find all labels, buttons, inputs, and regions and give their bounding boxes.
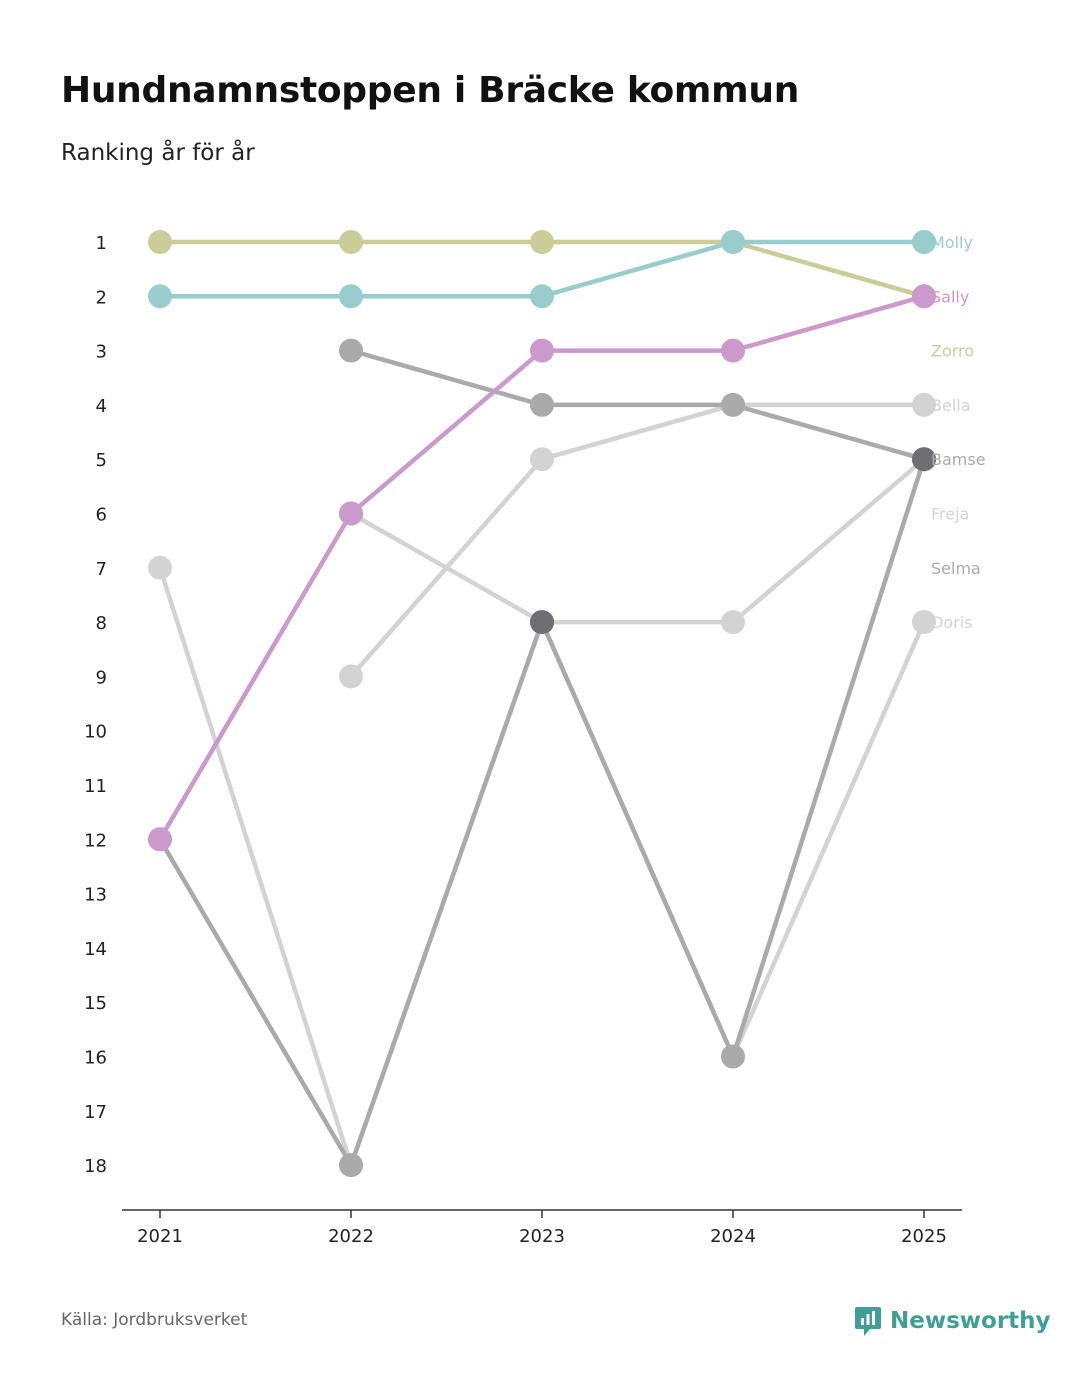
y-tick-label: 3 — [96, 342, 107, 363]
point-highlight — [530, 610, 554, 635]
y-tick-label: 6 — [96, 505, 107, 526]
point-freja — [912, 392, 936, 417]
point-zorro — [339, 230, 363, 254]
x-tick-label: 2024 — [710, 1226, 756, 1247]
point-freja — [530, 447, 554, 472]
point-zorro — [530, 230, 554, 254]
point-selma — [912, 610, 936, 635]
y-tick-label: 4 — [96, 396, 107, 417]
end-label-doris: Doris — [931, 613, 972, 632]
end-label-sally: Sally — [931, 287, 969, 306]
y-tick-label: 11 — [84, 776, 107, 797]
point-doris — [721, 610, 745, 635]
y-tick-label: 2 — [96, 287, 107, 308]
y-tick-label: 10 — [84, 722, 107, 743]
point-sally — [912, 284, 936, 309]
y-tick-label: 7 — [96, 559, 107, 580]
y-tick-label: 16 — [84, 1048, 107, 1069]
point-molly — [721, 230, 745, 254]
y-tick-label: 14 — [84, 939, 107, 960]
end-label-zorro: Zorro — [931, 342, 974, 361]
point-bella — [721, 392, 745, 417]
point-sally — [721, 338, 745, 363]
y-tick-label: 17 — [84, 1102, 107, 1123]
point-molly — [912, 230, 936, 254]
x-tick-label: 2025 — [901, 1226, 947, 1247]
y-tick-label: 8 — [96, 613, 107, 634]
x-tick-label: 2022 — [328, 1226, 374, 1247]
point-sally — [339, 501, 363, 526]
x-tick-label: 2021 — [137, 1226, 183, 1247]
end-label-freja: Freja — [931, 505, 969, 524]
point-bella — [339, 338, 363, 363]
chart-subtitle: Ranking år för år — [61, 140, 255, 166]
point-molly — [148, 284, 172, 309]
end-label-molly: Molly — [931, 233, 973, 252]
series-line-selma — [349, 511, 927, 1059]
point-sally — [148, 827, 172, 852]
series-line-bella — [350, 348, 925, 462]
point-freja — [339, 664, 363, 689]
point-molly — [339, 284, 363, 309]
y-tick-label: 13 — [84, 885, 107, 906]
series-line-freja — [349, 402, 924, 678]
point-bamse — [339, 1153, 363, 1178]
y-tick-label: 18 — [84, 1156, 107, 1177]
brand-name: Newsworthy — [890, 1308, 1051, 1334]
series-line-bamse — [158, 458, 927, 1168]
newsworthy-logo-icon — [855, 1307, 881, 1336]
x-tick-label: 2023 — [519, 1226, 565, 1247]
point-molly — [530, 284, 554, 309]
chart-title: Hundnamnstoppen i Bräcke kommun — [61, 70, 800, 111]
end-label-bamse: Bamse — [931, 450, 986, 469]
end-label-selma: Selma — [931, 559, 981, 578]
end-label-bella: Bella — [931, 396, 971, 415]
y-tick-label: 9 — [96, 667, 107, 688]
point-highlight — [912, 447, 936, 472]
y-tick-label: 12 — [84, 830, 107, 851]
series-line-sally — [158, 294, 925, 841]
point-bella — [530, 392, 554, 417]
source-note: Källa: Jordbruksverket — [61, 1310, 248, 1330]
y-tick-label: 15 — [84, 993, 107, 1014]
point-zorro — [148, 230, 172, 254]
point-bamse — [721, 1044, 745, 1069]
y-tick-label: 1 — [96, 233, 107, 254]
point-doris — [148, 555, 172, 580]
point-sally — [530, 338, 554, 363]
brand-logo: Newsworthy — [854, 1305, 1051, 1337]
y-tick-label: 5 — [96, 450, 107, 471]
